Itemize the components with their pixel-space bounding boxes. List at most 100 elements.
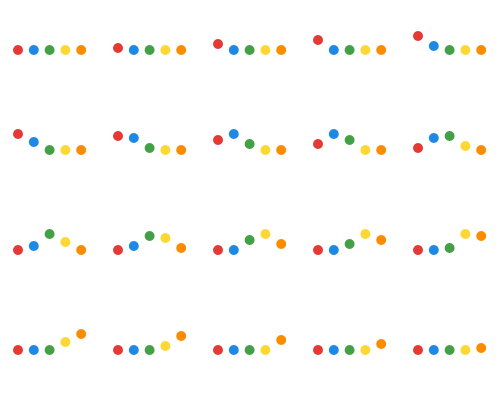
frame-19 [313,339,387,355]
dot-2 [28,137,39,147]
frame-14 [313,229,387,255]
frame-20 [413,343,487,355]
frame-17 [113,331,187,355]
dot-5 [176,243,187,253]
dot-1 [13,245,23,255]
dot-4 [460,229,471,239]
frame-4 [313,35,387,55]
dot-1 [213,39,223,49]
dot-2 [228,45,239,55]
dot-3 [144,45,155,55]
dot-4 [360,45,371,55]
dot-1 [413,31,423,41]
dot-3 [244,45,255,55]
frame-12 [113,231,187,255]
dot-5 [476,145,487,155]
dot-5 [76,145,87,155]
dot-4 [360,345,371,355]
dot-5 [376,339,387,349]
dot-3 [44,145,55,155]
frame-10 [413,131,487,155]
dot-4 [460,345,471,355]
dot-4 [160,341,171,351]
dot-3 [344,135,355,145]
dot-2 [28,241,39,251]
dot-5 [476,343,487,353]
frame-13 [213,229,287,255]
frame-3 [213,39,287,55]
dot-5 [176,145,187,155]
dot-3 [44,229,55,239]
dot-1 [413,245,423,255]
dot-1 [13,45,23,55]
frame-2 [113,43,187,55]
frame-6 [13,129,87,155]
frame-8 [213,129,287,155]
dot-4 [60,337,71,347]
dot-5 [476,45,487,55]
frame-5 [413,31,487,55]
frame-9 [313,129,387,155]
dot-5 [76,245,87,255]
dot-3 [444,243,455,253]
dot-2 [328,129,339,139]
dot-5 [376,235,387,245]
dot-5 [276,335,287,345]
dot-1 [213,135,223,145]
dot-2 [228,129,239,139]
dot-4 [460,45,471,55]
frame-18 [213,335,287,355]
dot-1 [113,43,123,53]
dot-3 [244,235,255,245]
dot-4 [460,141,471,151]
dot-2 [328,345,339,355]
dot-2 [28,45,39,55]
dot-4 [360,229,371,239]
dot-1 [313,139,323,149]
frame-11 [13,229,87,255]
dot-3 [144,143,155,153]
dot-2 [428,345,439,355]
dot-5 [76,329,87,339]
dot-3 [344,345,355,355]
frame-16 [13,329,87,355]
dot-4 [60,237,71,247]
dot-5 [76,45,87,55]
dot-5 [276,239,287,249]
dot-5 [176,45,187,55]
dot-3 [44,345,55,355]
dot-5 [476,231,487,241]
dot-2 [428,245,439,255]
dot-5 [376,45,387,55]
dot-2 [128,45,139,55]
dot-3 [244,345,255,355]
dot-1 [213,345,223,355]
dot-4 [260,345,271,355]
dot-4 [260,229,271,239]
dot-3 [244,139,255,149]
dot-4 [260,145,271,155]
dot-3 [444,345,455,355]
dot-3 [144,345,155,355]
frame-15 [413,229,487,255]
dot-4 [160,233,171,243]
dot-1 [113,131,123,141]
dot-1 [313,245,323,255]
dot-1 [113,245,123,255]
dot-4 [360,145,371,155]
dot-4 [160,45,171,55]
dot-4 [160,145,171,155]
frame-7 [113,131,187,155]
dot-1 [313,345,323,355]
dot-2 [228,345,239,355]
dot-2 [328,45,339,55]
dot-3 [144,231,155,241]
dot-3 [444,131,455,141]
dot-5 [376,145,387,155]
dot-2 [28,345,39,355]
dot-5 [176,331,187,341]
dot-1 [213,245,223,255]
dot-5 [276,45,287,55]
